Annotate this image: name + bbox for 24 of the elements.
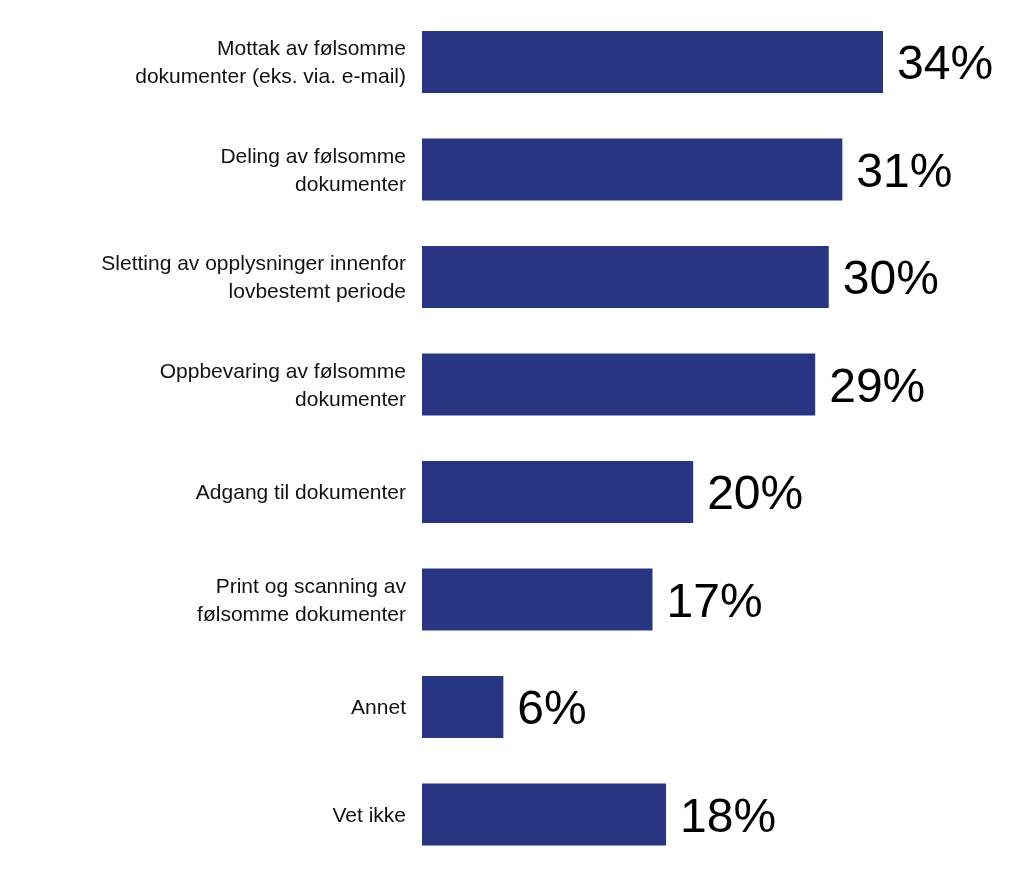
- y-tick-label: Vet ikke: [332, 802, 406, 826]
- bar: [422, 783, 667, 846]
- y-tick-label: Annet: [351, 695, 407, 719]
- y-tick-label: Deling av følsomme dokumenter: [220, 143, 406, 195]
- bar: [422, 246, 829, 308]
- data-label: 30%: [842, 251, 939, 305]
- bar: [422, 138, 843, 201]
- data-label: 18%: [680, 788, 777, 842]
- data-label: 17%: [666, 573, 763, 627]
- bar: [422, 353, 816, 416]
- y-tick-label: Mottak av følsomme dokumenter (eks. via. e-mail): [135, 36, 406, 88]
- bar: [422, 568, 653, 631]
- data-label: 6%: [517, 681, 587, 735]
- data-label: 31%: [856, 143, 953, 197]
- bar: [422, 31, 883, 93]
- data-label: 20%: [707, 466, 804, 520]
- bar: [422, 676, 504, 738]
- y-tick-label: Sletting av opplysninger innenfor lovbestemt periode: [101, 251, 406, 303]
- data-label: 34%: [897, 36, 994, 90]
- bar: [422, 461, 694, 523]
- y-tick-label: Oppbevaring av følsomme dokumenter: [159, 358, 406, 410]
- y-tick-label: Adgang til dokumenter: [195, 480, 406, 504]
- y-tick-label: Print og scanning av følsomme dokumenter: [197, 573, 407, 625]
- data-label: 29%: [829, 358, 926, 412]
